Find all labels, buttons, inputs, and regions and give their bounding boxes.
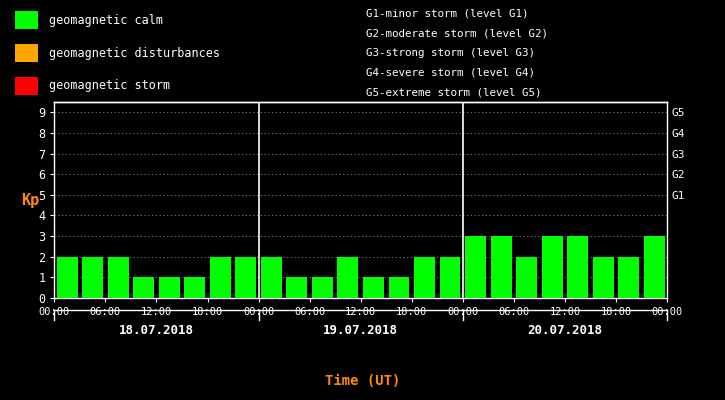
Bar	[337, 257, 358, 298]
Bar	[618, 257, 639, 298]
Text: 20.07.2018: 20.07.2018	[527, 324, 602, 337]
Text: geomagnetic storm: geomagnetic storm	[49, 79, 170, 92]
Bar	[439, 257, 460, 298]
Bar	[159, 277, 180, 298]
Text: geomagnetic disturbances: geomagnetic disturbances	[49, 46, 220, 60]
Bar	[363, 277, 384, 298]
Bar	[542, 236, 563, 298]
Text: G2-moderate storm (level G2): G2-moderate storm (level G2)	[366, 28, 548, 38]
Bar	[312, 277, 333, 298]
Bar	[14, 11, 38, 29]
Text: Time (UT): Time (UT)	[325, 374, 400, 388]
Bar	[14, 44, 38, 62]
Text: geomagnetic calm: geomagnetic calm	[49, 14, 162, 27]
Bar	[465, 236, 486, 298]
Bar	[82, 257, 103, 298]
Bar	[184, 277, 205, 298]
Bar	[516, 257, 537, 298]
Bar	[108, 257, 128, 298]
Text: 18.07.2018: 18.07.2018	[119, 324, 194, 337]
Bar	[210, 257, 231, 298]
Bar	[14, 77, 38, 95]
Bar	[567, 236, 588, 298]
Text: G4-severe storm (level G4): G4-severe storm (level G4)	[366, 68, 535, 78]
Y-axis label: Kp: Kp	[21, 192, 39, 208]
Bar	[286, 277, 307, 298]
Bar	[644, 236, 665, 298]
Bar	[389, 277, 410, 298]
Bar	[414, 257, 435, 298]
Bar	[261, 257, 282, 298]
Bar	[593, 257, 613, 298]
Text: 19.07.2018: 19.07.2018	[323, 324, 398, 337]
Text: G5-extreme storm (level G5): G5-extreme storm (level G5)	[366, 87, 542, 97]
Text: G3-strong storm (level G3): G3-strong storm (level G3)	[366, 48, 535, 58]
Bar	[491, 236, 512, 298]
Text: G1-minor storm (level G1): G1-minor storm (level G1)	[366, 9, 529, 19]
Bar	[236, 257, 256, 298]
Bar	[133, 277, 154, 298]
Bar	[57, 257, 78, 298]
